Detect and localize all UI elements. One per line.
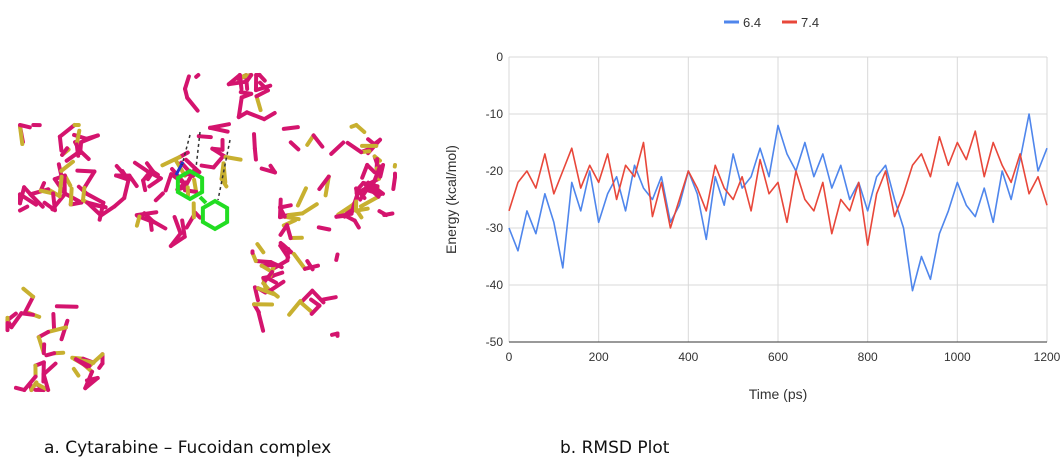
x-tick-label: 200 [589, 350, 609, 364]
x-axis-label: Time (ps) [749, 386, 808, 402]
x-tick-label: 800 [858, 350, 878, 364]
cytarabine-fucoidan-complex-image [5, 73, 397, 392]
series-line-7-4 [508, 130, 1048, 246]
y-tick-label: -10 [486, 107, 504, 121]
x-tick-label: 0 [506, 350, 513, 364]
legend-label: 7.4 [801, 15, 819, 30]
series-line-6-4 [508, 113, 1048, 292]
x-tick-label: 400 [678, 350, 698, 364]
legend-label: 6.4 [743, 15, 761, 30]
x-tick-label: 600 [768, 350, 788, 364]
fucoidan-sticks [5, 73, 397, 392]
y-tick-label: -40 [486, 278, 504, 292]
y-tick-label: 0 [496, 50, 503, 64]
series-lines [508, 113, 1048, 292]
x-tick-label: 1200 [1034, 350, 1061, 364]
cytarabine-ligand [174, 131, 231, 232]
y-axis-label: Energy (kcal/mol) [443, 145, 459, 254]
grid-lines [508, 56, 1048, 343]
rmsd-line-chart: 0 200 400 600 800 1000 1200 0 -10 -20 -30 -40 -50 6.… [443, 15, 1061, 402]
axes: 0 200 400 600 800 1000 1200 0 -10 -20 -30 -40 -50 [486, 50, 1061, 364]
y-tick-label: -30 [486, 221, 504, 235]
caption-complex: a. Cytarabine – Fucoidan complex [44, 438, 332, 458]
y-tick-label: -50 [486, 335, 504, 349]
caption-rmsd-plot: b. RMSD Plot [560, 438, 670, 458]
y-tick-label: -20 [486, 164, 504, 178]
x-tick-label: 1000 [944, 350, 971, 364]
legend: 6.4 7.4 [724, 15, 819, 30]
